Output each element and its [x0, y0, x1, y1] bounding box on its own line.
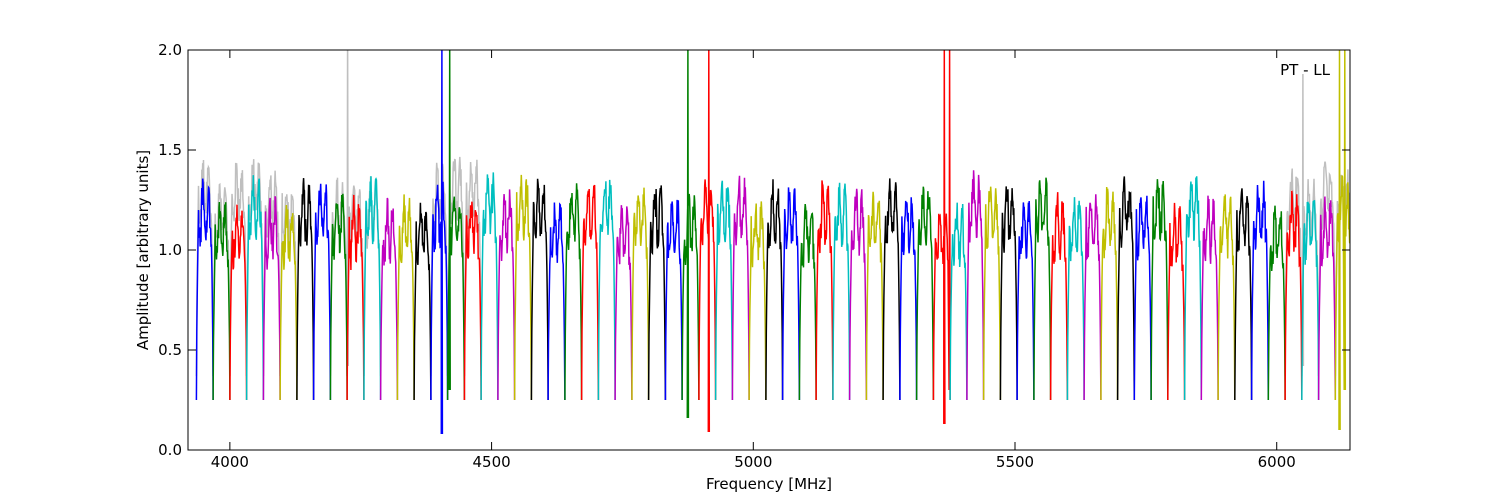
channel-line: [1033, 177, 1052, 401]
background-channel-line: [229, 162, 248, 377]
channel-line: [1049, 192, 1069, 401]
channel-line: [446, 50, 466, 401]
channel-line: [513, 174, 533, 401]
series-layer: [195, 50, 1350, 435]
x-tick-label: 6000: [1258, 453, 1296, 471]
channel-line: [882, 178, 901, 401]
channel-line: [798, 204, 817, 401]
channel-line: [1284, 190, 1303, 401]
channel-line: [279, 204, 298, 401]
channel-line: [714, 180, 734, 401]
channel-line: [698, 50, 717, 433]
x-tick-label: 4500: [472, 453, 510, 471]
y-tick-label: 0.0: [158, 441, 182, 459]
channel-line: [966, 170, 985, 401]
channel-line: [1016, 200, 1035, 401]
channel-line: [597, 179, 616, 401]
channel-line: [1334, 50, 1350, 431]
channel-line: [848, 188, 868, 401]
channel-line: [932, 50, 951, 425]
panel-annotation: PT - LL: [1280, 61, 1331, 79]
channel-line: [614, 205, 633, 401]
channel-line: [1317, 196, 1337, 401]
channel-line: [296, 178, 315, 401]
channel-line: [681, 50, 700, 419]
channel-line: [949, 202, 968, 401]
x-tick-label: 4000: [211, 453, 249, 471]
channel-line: [329, 193, 348, 401]
channel-line: [346, 194, 365, 401]
x-tick-label: 5500: [996, 453, 1034, 471]
y-tick-label: 2.0: [158, 41, 182, 59]
channel-line: [1083, 194, 1102, 401]
background-channel-line: [262, 170, 281, 377]
channel-line: [1200, 195, 1219, 401]
channel-line: [312, 183, 332, 401]
channel-line: [195, 178, 214, 401]
channel-line: [631, 187, 650, 401]
channel-line: [982, 186, 1002, 401]
channel-line: [832, 182, 851, 401]
channel-line: [229, 204, 248, 401]
channel-line: [915, 186, 935, 401]
channel-line: [530, 178, 549, 401]
channel-line: [413, 202, 432, 401]
channel-line: [262, 196, 281, 401]
channel-line: [1250, 180, 1270, 401]
channel-line: [379, 197, 399, 401]
channel-line: [647, 185, 667, 401]
background-channel-line: [430, 162, 449, 377]
channel-line: [1116, 176, 1136, 401]
y-tick-label: 0.5: [158, 341, 182, 359]
background-channel-line: [1317, 161, 1337, 377]
channel-line: [212, 201, 231, 401]
channel-line: [564, 183, 583, 401]
channel-line: [547, 202, 566, 401]
channel-line: [664, 199, 683, 401]
channel-line: [999, 186, 1018, 401]
channel-line: [580, 184, 600, 401]
channel-line: [899, 197, 918, 401]
channel-line: [396, 194, 415, 401]
channel-line: [245, 175, 265, 401]
channel-line: [430, 50, 449, 435]
channel-line: [497, 189, 516, 401]
channel-line: [748, 201, 767, 401]
channel-line: [865, 191, 884, 401]
y-tick-label: 1.0: [158, 241, 182, 259]
channel-line: [765, 179, 784, 401]
channel-line: [1133, 195, 1152, 401]
channel-line: [463, 201, 482, 401]
y-tick-label: 1.5: [158, 141, 182, 159]
channel-line: [1217, 194, 1236, 401]
channel-line: [363, 176, 382, 401]
channel-line: [1234, 188, 1253, 401]
channel-line: [480, 172, 499, 401]
y-axis-label: Amplitude [arbitrary units]: [134, 150, 152, 350]
channel-line: [1301, 199, 1320, 401]
ticks-layer: 4000 4500 5000 5500 6000 0.0 0.5 1.0 1.5 2.0: [158, 41, 1350, 471]
x-tick-label: 5000: [734, 453, 772, 471]
x-axis-label: Frequency [MHz]: [706, 475, 832, 493]
background-channel-line: [1334, 169, 1350, 377]
channel-line: [781, 187, 801, 401]
channel-line: [1167, 202, 1186, 401]
channel-line: [1066, 197, 1085, 401]
channel-line: [1183, 176, 1203, 401]
channel-line: [731, 175, 750, 401]
channel-line: [815, 180, 834, 401]
channel-line: [1267, 205, 1286, 401]
channel-line: [1100, 186, 1119, 401]
channel-line: [1150, 179, 1169, 401]
